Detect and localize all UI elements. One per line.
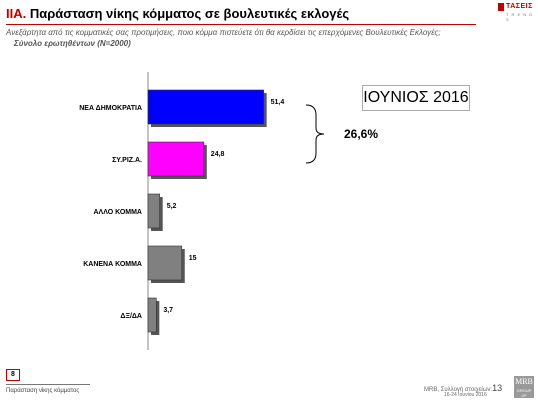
source-text: MRB, Συλλογή στοιχείων: [424, 387, 493, 393]
question-text: Ανεξάρτητα από τις κομματικές σας προτιμ… [6, 28, 441, 37]
category-label: ΑΛΛΟ ΚΟΜΜΑ [94, 209, 143, 216]
value-label: 3,7 [163, 307, 173, 314]
gap-bracket [305, 104, 325, 164]
title-text: Παράσταση νίκης κόμματος σε βουλευτικές … [29, 6, 350, 21]
title-divider [6, 24, 476, 25]
bar [147, 245, 183, 281]
footer-source: MRB, Συλλογή στοιχείων:13 [424, 383, 502, 393]
logo-brand: ΤΑΣΕΙΣ [506, 3, 533, 10]
value-label: 15 [189, 255, 197, 262]
bar [147, 141, 205, 177]
period-label: ΙΟΥΝΙΟΣ 2016 [362, 85, 470, 111]
taseis-logo: ΤΑΣΕΙΣ T R E N D S [498, 3, 534, 22]
mrb-logo-group: GROUP OF [516, 388, 532, 398]
footer-divider [6, 384, 90, 385]
bar [147, 297, 157, 333]
logo-tagline: T R E N D S [506, 12, 534, 22]
page-number-badge: 8 [6, 369, 20, 381]
bar [147, 193, 160, 229]
title-number: ΙΙΑ. [6, 6, 27, 21]
mrb-logo: MRB GROUP OF [514, 376, 534, 398]
value-label: 51,4 [271, 99, 285, 106]
sample-base: Σύνολο ερωτηθέντων (N=2000) [14, 39, 131, 48]
footer-page: 13 [492, 383, 503, 393]
gap-annotation: 26,6% [344, 127, 379, 141]
logo-mark [498, 3, 504, 11]
category-label: ΣΥ.ΡΙΖ.Α. [112, 157, 142, 164]
category-label: ΝΕΑ ΔΗΜΟΚΡΑΤΙΑ [79, 105, 142, 112]
value-label: 24,8 [211, 151, 225, 158]
footer-title: Παράσταση νίκης κόμματος [6, 388, 80, 394]
bar [147, 89, 264, 125]
category-label: ΔΞ/ΔΑ [120, 313, 142, 320]
page-title: ΙΙΑ. Παράσταση νίκης κόμματος σε βουλευτ… [6, 6, 349, 21]
category-label: ΚΑΝΕΝΑ ΚΟΜΜΑ [83, 261, 142, 268]
mrb-logo-text: MRB [515, 377, 533, 386]
footer-dates: 16-24 Ιουνίου 2016 [444, 392, 487, 398]
value-label: 5,2 [167, 203, 177, 210]
